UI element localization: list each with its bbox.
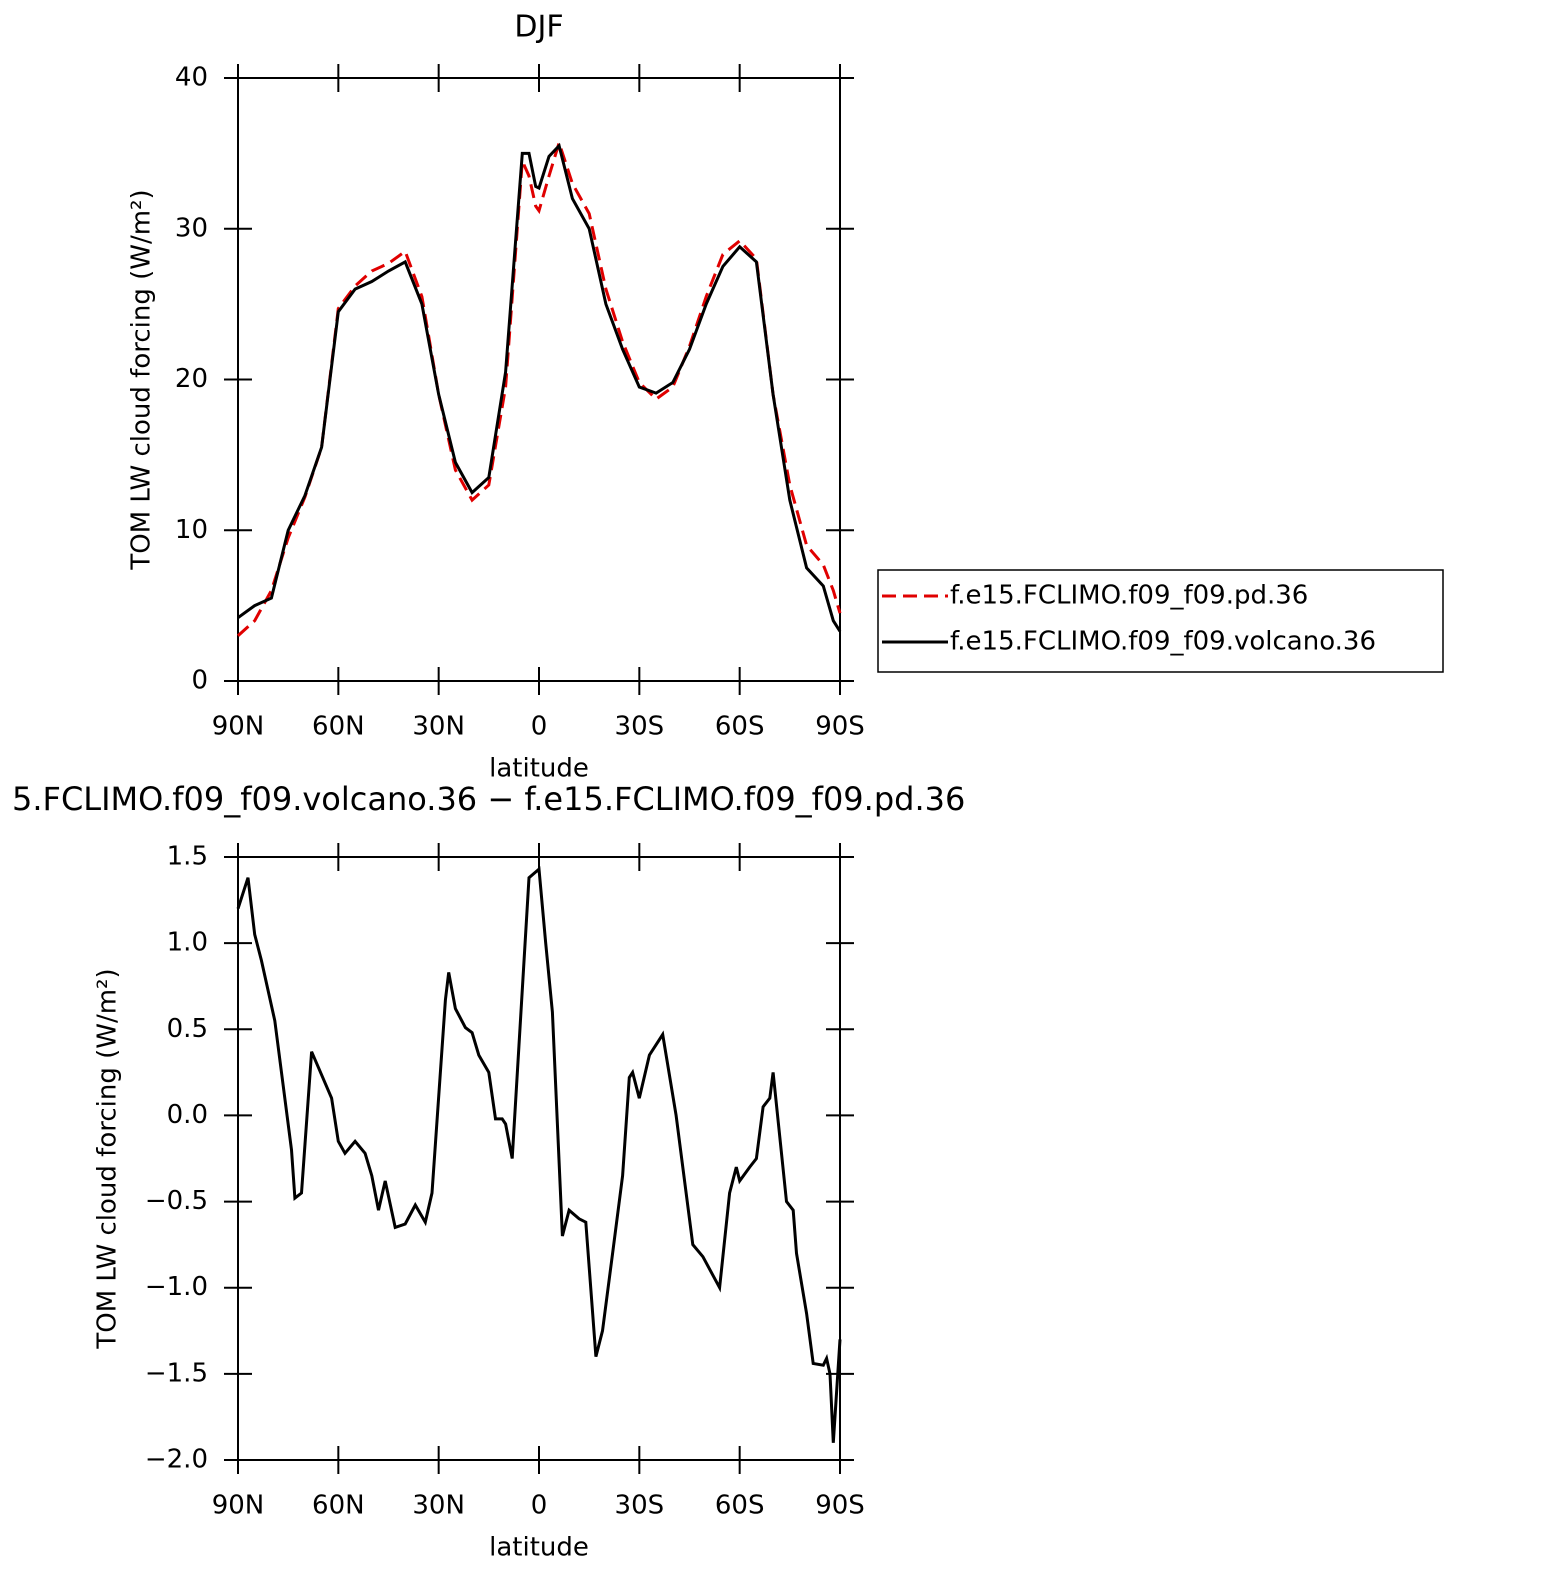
x-tick-label: 60N: [312, 712, 365, 742]
x-axis-label: latitude: [489, 1533, 589, 1563]
y-tick-label: 10: [175, 515, 208, 545]
x-tick-label: 90N: [212, 712, 265, 742]
y-tick-label: −0.5: [145, 1186, 208, 1216]
y-tick-label: 30: [175, 213, 208, 243]
y-tick-label: −1.0: [145, 1272, 208, 1302]
y-tick-label: 1.5: [167, 842, 208, 872]
plot-frame: [237, 856, 841, 1461]
legend-label: f.e15.FCLIMO.f09_f09.pd.36: [950, 581, 1308, 611]
x-tick-label: 30N: [412, 712, 465, 742]
x-tick-label: 60N: [312, 1491, 365, 1521]
x-axis-label: latitude: [489, 754, 589, 784]
x-tick-label: 30S: [615, 712, 665, 742]
y-tick-label: 0.0: [167, 1100, 208, 1130]
x-tick-label: 0: [531, 712, 548, 742]
x-tick-label: 90S: [815, 712, 865, 742]
x-tick-label: 60S: [715, 1491, 765, 1521]
x-tick-label: 90N: [212, 1491, 265, 1521]
y-axis-label: TOM LW cloud forcing (W/m²): [93, 968, 123, 1349]
data-line: [237, 142, 842, 633]
y-axis-label: TOM LW cloud forcing (W/m²): [127, 189, 157, 570]
y-tick-label: 0.5: [167, 1014, 208, 1044]
y-tick-label: 1.0: [167, 928, 208, 958]
legend-box: [877, 569, 1444, 673]
plot-frame: [237, 77, 841, 682]
x-tick-label: 0: [531, 1491, 548, 1521]
data-line: [236, 137, 842, 637]
y-tick-label: 40: [175, 63, 208, 93]
x-tick-label: 60S: [715, 712, 765, 742]
y-tick-label: −2.0: [145, 1445, 208, 1475]
x-tick-label: 30N: [412, 1491, 465, 1521]
chart-title: DJF: [514, 10, 563, 45]
y-tick-label: 0: [191, 666, 208, 696]
data-line: [236, 866, 842, 1443]
y-tick-label: 20: [175, 364, 208, 394]
x-tick-label: 90S: [815, 1491, 865, 1521]
x-tick-label: 30S: [615, 1491, 665, 1521]
legend-label: f.e15.FCLIMO.f09_f09.volcano.36: [950, 627, 1376, 657]
y-tick-label: −1.5: [145, 1358, 208, 1388]
chart-title: 5.FCLIMO.f09_f09.volcano.36 − f.e15.FCLI…: [12, 780, 965, 818]
